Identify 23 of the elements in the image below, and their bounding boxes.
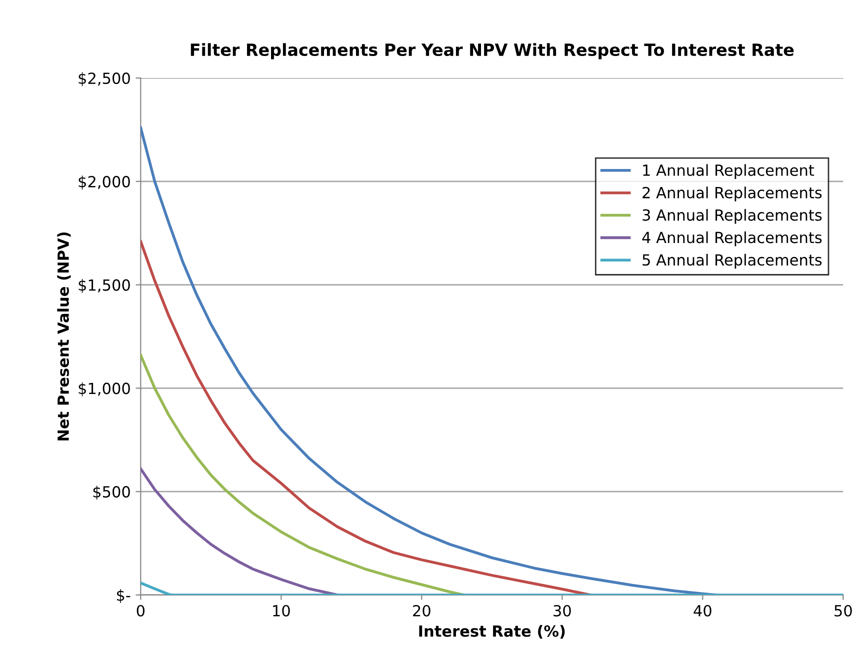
y-tick-label: $1,000 [78,382,130,396]
legend-label: 2 Annual Replacements [642,186,822,202]
x-axis-title: Interest Rate (%) [419,625,565,639]
x-tick-label: 10 [273,604,290,617]
x-tick-label: 40 [694,604,712,617]
x-tick-label: 20 [413,604,430,617]
legend-label: 5 Annual Replacements [642,254,822,269]
chart-title: Filter Replacements Per Year NPV With Respect To Interest Rate [190,43,794,60]
line-series [140,354,466,595]
x-tick-label: 0 [136,604,145,617]
legend-label: 1 Annual Replacement [643,164,814,179]
y-tick-label: $- [116,589,130,604]
legend-label: 4 Annual Replacements [642,231,822,246]
y-tick-label: $500 [93,486,130,500]
y-tick-label: $1,500 [78,279,130,293]
x-tick-label: 30 [554,604,571,617]
x-tick-label: 50 [834,604,852,617]
line-series [140,467,339,595]
y-tick-label: $2,500 [78,72,130,86]
line-series [140,240,592,595]
y-axis-title: Net Present Value (NPV) [57,232,71,440]
y-tick-label: $2,000 [78,176,130,190]
legend-label: 3 Annual Replacements [642,209,822,224]
